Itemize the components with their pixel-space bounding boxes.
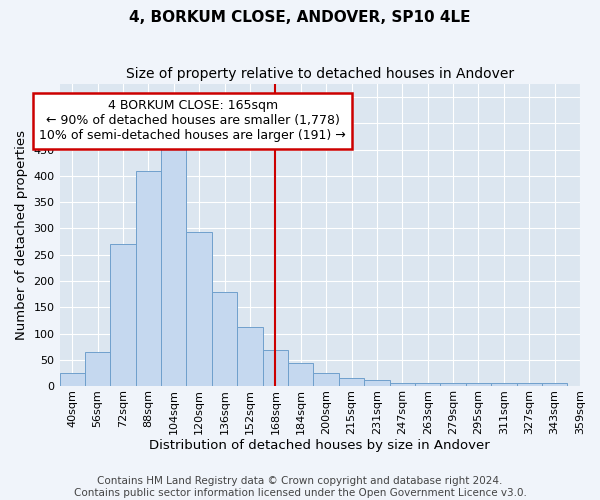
Bar (59, 373, 85, 386)
Text: 4, BORKUM CLOSE, ANDOVER, SP10 4LE: 4, BORKUM CLOSE, ANDOVER, SP10 4LE (129, 10, 471, 25)
Bar (517, 384, 542, 386)
Bar (187, 232, 212, 386)
Bar (237, 326, 263, 386)
Text: 4 BORKUM CLOSE: 165sqm
← 90% of detached houses are smaller (1,778)
10% of semi-: 4 BORKUM CLOSE: 165sqm ← 90% of detached… (40, 100, 346, 142)
Bar (440, 384, 466, 386)
Bar (136, 170, 161, 386)
Bar (110, 244, 136, 386)
Bar (212, 292, 237, 386)
Bar (288, 364, 313, 386)
X-axis label: Distribution of detached houses by size in Andover: Distribution of detached houses by size … (149, 440, 490, 452)
Bar (313, 373, 339, 386)
Text: Contains HM Land Registry data © Crown copyright and database right 2024.
Contai: Contains HM Land Registry data © Crown c… (74, 476, 526, 498)
Bar (161, 147, 187, 386)
Bar (491, 384, 517, 386)
Bar (85, 352, 110, 386)
Bar (364, 380, 389, 386)
Bar (415, 383, 440, 386)
Bar (263, 350, 288, 386)
Bar (542, 384, 568, 386)
Bar (389, 383, 415, 386)
Y-axis label: Number of detached properties: Number of detached properties (15, 130, 28, 340)
Title: Size of property relative to detached houses in Andover: Size of property relative to detached ho… (126, 68, 514, 82)
Bar (466, 384, 491, 386)
Bar (339, 378, 364, 386)
